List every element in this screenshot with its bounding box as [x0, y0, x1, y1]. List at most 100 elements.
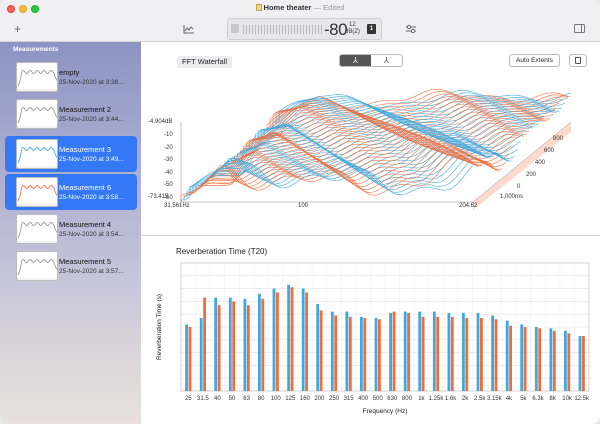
- bar[interactable]: [450, 316, 454, 391]
- bar[interactable]: [534, 327, 538, 391]
- bar[interactable]: [258, 293, 261, 391]
- bar[interactable]: [214, 297, 218, 391]
- add-measurement-button[interactable]: +: [14, 22, 22, 36]
- bar[interactable]: [582, 336, 585, 391]
- auto-extents-button[interactable]: Auto Extents: [509, 54, 560, 67]
- bar[interactable]: [276, 292, 279, 391]
- bar[interactable]: [465, 318, 469, 391]
- view-mode-segmented-control[interactable]: ⅄ ⅄: [339, 54, 403, 67]
- x-left-label: 31.561Hz: [164, 203, 190, 209]
- bar[interactable]: [494, 319, 498, 391]
- reverb-time-chart[interactable]: 25 31.5 40 50 63 80 100 125 160 200 250 315 400 500 63…: [141, 238, 600, 424]
- bar[interactable]: [345, 311, 349, 391]
- channel-badge: 1: [367, 24, 376, 34]
- measurement-date: 25-Nov-2020 at 3:58...: [59, 194, 124, 201]
- chart-icon[interactable]: [183, 24, 195, 34]
- depth-tick-label: 800: [553, 136, 564, 142]
- bar[interactable]: [462, 312, 465, 391]
- bar[interactable]: [520, 324, 524, 391]
- bar[interactable]: [447, 312, 451, 391]
- sidebar-toggle-icon[interactable]: [574, 24, 585, 33]
- bar[interactable]: [509, 325, 512, 391]
- bar[interactable]: [421, 316, 425, 391]
- bar[interactable]: [360, 316, 363, 391]
- bar[interactable]: [272, 288, 276, 391]
- bar[interactable]: [564, 330, 567, 391]
- bar[interactable]: [185, 324, 188, 391]
- bar[interactable]: [407, 312, 410, 391]
- level-meter[interactable]: -80 12 dB(Z) 1: [227, 18, 382, 40]
- bar[interactable]: [538, 328, 542, 391]
- document-icon: [255, 4, 262, 11]
- measurement-date: 25-Nov-2020 at 3:57...: [59, 268, 124, 275]
- bar[interactable]: [290, 287, 294, 391]
- delete-button[interactable]: [569, 54, 587, 67]
- bar[interactable]: [552, 330, 556, 391]
- bar[interactable]: [578, 336, 582, 391]
- bar[interactable]: [476, 312, 480, 391]
- bar[interactable]: [374, 318, 378, 391]
- measurement-item[interactable]: Measurement 5 25-Nov-2020 at 3:57...: [5, 248, 137, 284]
- x-tick-label: 6.3k: [532, 396, 544, 402]
- bar[interactable]: [432, 311, 436, 391]
- bar[interactable]: [523, 327, 527, 391]
- bar[interactable]: [305, 292, 308, 391]
- y-axis-label: Reverberation Time (s): [156, 294, 163, 360]
- zoom-window-button[interactable]: [31, 5, 39, 13]
- bar[interactable]: [287, 284, 290, 391]
- measurement-item[interactable]: Measurement 3 25-Nov-2020 at 3:49...: [5, 136, 137, 172]
- fft-title: FFT Waterfall: [177, 56, 233, 68]
- bar[interactable]: [392, 311, 396, 391]
- depth-tick-label: 400: [535, 160, 546, 166]
- bar[interactable]: [199, 318, 203, 391]
- x-tick-label: 500: [373, 396, 384, 402]
- bar[interactable]: [334, 315, 338, 392]
- bar[interactable]: [389, 312, 392, 391]
- bar[interactable]: [378, 319, 381, 391]
- bar[interactable]: [316, 304, 320, 391]
- bar[interactable]: [549, 328, 553, 391]
- mixer-icon[interactable]: [405, 24, 417, 34]
- bar[interactable]: [348, 316, 352, 391]
- measurement-item[interactable]: Measurement 2 25-Nov-2020 at 3:44...: [5, 96, 137, 132]
- edited-status: Edited: [323, 3, 345, 12]
- waterfall-plot[interactable]: [141, 70, 600, 240]
- bar[interactable]: [228, 297, 232, 391]
- x-tick-label: 200: [314, 396, 325, 402]
- measurement-item[interactable]: empty 25-Nov-2020 at 3:38...: [5, 59, 137, 95]
- x-tick-label: 25: [185, 396, 192, 402]
- view-alt-segment[interactable]: ⅄: [384, 56, 389, 65]
- bar[interactable]: [567, 333, 571, 391]
- bar[interactable]: [217, 305, 221, 391]
- measurement-name: Measurement 3: [59, 145, 112, 154]
- bar[interactable]: [491, 315, 494, 392]
- panel-divider[interactable]: [141, 235, 600, 236]
- bar[interactable]: [188, 327, 192, 391]
- bar[interactable]: [232, 301, 236, 391]
- bar[interactable]: [243, 298, 247, 391]
- bar[interactable]: [480, 318, 483, 391]
- view-3d-segment[interactable]: ⅄: [340, 55, 371, 66]
- depth-tick-label: 0: [517, 184, 521, 190]
- x-tick-label: 100: [271, 396, 282, 402]
- bar[interactable]: [246, 305, 250, 391]
- x-tick-label: 800: [402, 396, 413, 402]
- bar[interactable]: [330, 311, 334, 391]
- bar[interactable]: [301, 288, 305, 391]
- bar[interactable]: [363, 318, 367, 391]
- bar[interactable]: [505, 320, 509, 391]
- level-unit: dB(Z): [345, 29, 360, 35]
- bar[interactable]: [261, 298, 265, 391]
- close-window-button[interactable]: [7, 5, 15, 13]
- bar[interactable]: [418, 311, 422, 391]
- measurement-item[interactable]: Measurement 4 25-Nov-2020 at 3:54...: [5, 211, 137, 247]
- bar[interactable]: [319, 310, 323, 391]
- bar[interactable]: [436, 316, 440, 391]
- bar[interactable]: [403, 311, 407, 391]
- bar[interactable]: [203, 297, 206, 391]
- measurement-item[interactable]: Measurement 6 25-Nov-2020 at 3:58...: [5, 174, 137, 210]
- minimize-window-button[interactable]: [19, 5, 27, 13]
- measurement-date: 25-Nov-2020 at 3:49...: [59, 156, 124, 163]
- x-tick-label: 400: [358, 396, 369, 402]
- y-tick-label: -10: [164, 132, 173, 138]
